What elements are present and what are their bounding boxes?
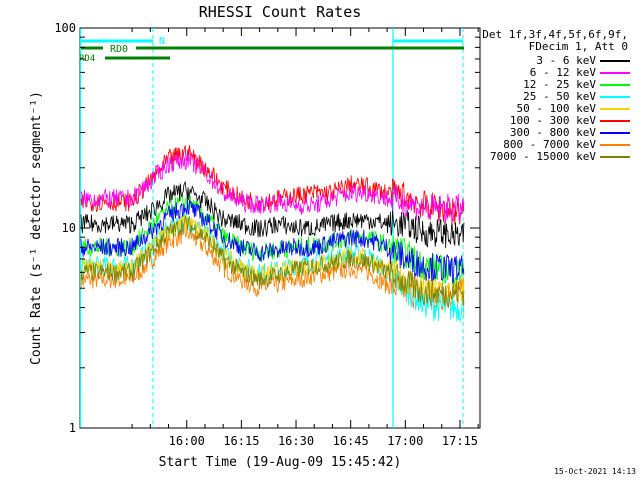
- series-line: [80, 224, 465, 311]
- legend-swatch: [600, 96, 630, 98]
- legend-label: 3 - 6 keV: [536, 54, 596, 67]
- legend-label: 800 - 7000 keV: [503, 138, 596, 151]
- y-axis-label: Count Rate (s⁻¹ detector segment⁻¹): [29, 91, 44, 365]
- x-axis-label: Start Time (19-Aug-09 15:45:42): [159, 455, 402, 470]
- legend-title-line-2: FDecim 1, Att 0: [528, 40, 628, 53]
- legend-item: 12 - 25 keV: [484, 78, 634, 91]
- axes: 1 10 100 16:00 16:15 16:30 16:45 17:00 17:15: [54, 21, 480, 448]
- legend-label: 7000 - 15000 keV: [490, 150, 596, 163]
- legend-swatch: [600, 60, 630, 62]
- legend-label: 25 - 50 keV: [523, 90, 596, 103]
- rate-decimation-markers: RD0 RD4: [79, 44, 464, 64]
- legend-swatch: [600, 108, 630, 110]
- legend-swatch: [600, 144, 630, 146]
- timestamp: 15-Oct-2021 14:13: [554, 467, 636, 476]
- series-group: [80, 145, 465, 323]
- legend-item: 25 - 50 keV: [484, 90, 634, 103]
- x-tick-label: 16:15: [223, 434, 259, 448]
- series-line: [80, 181, 465, 249]
- legend-label: 100 - 300 keV: [509, 114, 596, 127]
- legend-swatch: [600, 72, 630, 74]
- legend-item: 100 - 300 keV: [484, 114, 634, 127]
- y-tick-label: 100: [54, 21, 76, 35]
- legend-swatch: [600, 132, 630, 134]
- x-tick-label: 16:45: [333, 434, 369, 448]
- y-tick-label: 1: [69, 421, 76, 435]
- legend-item: 6 - 12 keV: [484, 66, 634, 79]
- series-line: [80, 150, 465, 223]
- night-label: N: [159, 36, 165, 47]
- legend-swatch: [600, 156, 630, 158]
- y-tick-label: 10: [62, 221, 76, 235]
- x-tick-label: 16:30: [278, 434, 314, 448]
- legend-title-line-1: Det 1f,3f,4f,5f,6f,9f,: [482, 28, 628, 41]
- legend-label: 12 - 25 keV: [523, 78, 596, 91]
- legend-label: 50 - 100 keV: [516, 102, 596, 115]
- series-line: [80, 199, 465, 284]
- series-line: [80, 215, 465, 308]
- legend-label: 6 - 12 keV: [529, 66, 596, 79]
- legend-item: 50 - 100 keV: [484, 102, 634, 115]
- rd0-label: RD0: [110, 44, 128, 55]
- legend-swatch: [600, 120, 630, 122]
- legend-swatch: [600, 84, 630, 86]
- legend-item: 3 - 6 keV: [484, 54, 634, 67]
- rd4-label: RD4: [79, 54, 95, 64]
- x-tick-label: 16:00: [169, 434, 205, 448]
- x-tick-label: 17:00: [387, 434, 423, 448]
- legend-item: 7000 - 15000 keV: [484, 150, 634, 163]
- legend-label: 300 - 800 keV: [509, 126, 596, 139]
- x-tick-label: 17:15: [442, 434, 478, 448]
- legend-item: 800 - 7000 keV: [484, 138, 634, 151]
- chart-title: RHESSI Count Rates: [199, 3, 362, 21]
- legend-item: 300 - 800 keV: [484, 126, 634, 139]
